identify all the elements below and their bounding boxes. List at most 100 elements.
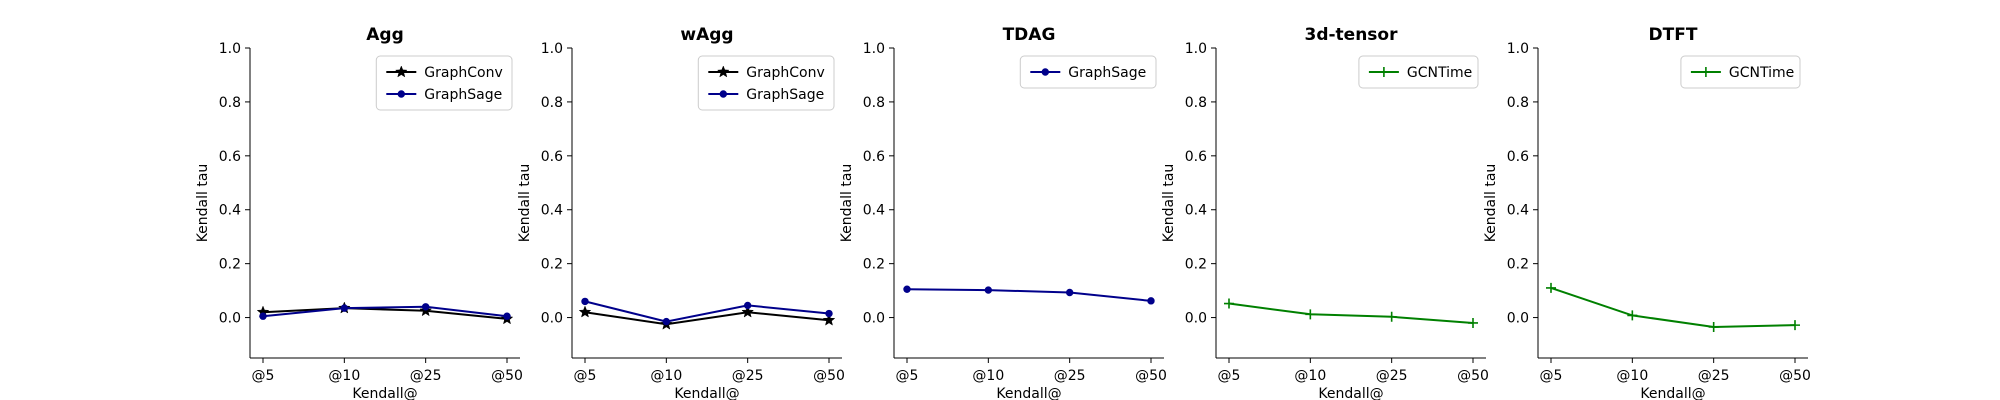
series-line-gcntime <box>1550 286 1796 329</box>
series-line-graphconv <box>584 311 830 326</box>
x-tick-label: @5 <box>574 368 597 384</box>
chart-panel-4: 3d-tensor 0.0 0.2 0.4 0.6 0.8 1.0 @5 @10 @25 @50 Ke… <box>1161 25 1489 400</box>
legend-marker <box>1041 68 1050 76</box>
legend: GraphSage <box>1019 55 1157 89</box>
y-tick-label: 1.0 <box>541 41 563 57</box>
legend-label: GCNTime <box>1407 65 1472 81</box>
y-tick-label: 0.6 <box>541 149 563 165</box>
legend: GraphConv GraphSage <box>375 55 513 111</box>
data-point <box>984 286 993 294</box>
y-tick-label: 0.8 <box>863 95 885 111</box>
y-tick-label: 0.4 <box>863 203 885 219</box>
x-axis-label: Kendall@ <box>996 386 1061 400</box>
x-tick-label: @50 <box>1457 368 1489 384</box>
data-point <box>503 312 511 320</box>
x-tick-label: @10 <box>1294 368 1326 384</box>
chart-panel-3: TDAG 0.0 0.2 0.4 0.6 0.8 1.0 @5 @10 @25 @50 Kendall… <box>839 25 1167 400</box>
chart-title: TDAG <box>1003 25 1056 45</box>
x-tick-label: @50 <box>1135 368 1167 384</box>
legend-label: GraphSage <box>1068 65 1146 81</box>
legend-marker <box>1700 67 1711 77</box>
series-line-graphsage <box>262 305 508 318</box>
legend-label: GCNTime <box>1729 65 1794 81</box>
y-tick-label: 0.8 <box>541 95 563 111</box>
y-tick-label: 0.2 <box>1507 257 1529 273</box>
y-tick-label: 1.0 <box>1507 41 1529 57</box>
series-line-gcntime <box>1228 302 1474 324</box>
chart-title: 3d-tensor <box>1305 25 1399 45</box>
y-tick-label: 0.0 <box>1185 311 1207 327</box>
x-tick-label: @25 <box>1376 368 1408 384</box>
y-tick-label: 0.2 <box>541 257 563 273</box>
y-tick-label: 0.2 <box>219 257 241 273</box>
y-tick-label: 0.0 <box>219 311 241 327</box>
x-tick-label: @50 <box>491 368 523 384</box>
data-point <box>1305 309 1316 320</box>
legend: GCNTime <box>1680 55 1801 89</box>
chart-panel-5: DTFT 0.0 0.2 0.4 0.6 0.8 1.0 @5 @10 @25 @50 Kendall… <box>1483 25 1811 400</box>
y-axis-label: Kendall tau <box>517 164 533 243</box>
y-tick-label: 0.6 <box>1507 149 1529 165</box>
y-tick-label: 0.0 <box>863 311 885 327</box>
data-point <box>741 305 755 318</box>
legend-box <box>1680 55 1801 89</box>
chart-title: wAgg <box>680 25 733 45</box>
series-line-graphsage <box>584 300 830 323</box>
chart-title: Agg <box>366 25 404 45</box>
legend-label: GraphSage <box>746 87 824 103</box>
data-point <box>825 309 833 318</box>
data-point <box>1546 282 1556 293</box>
legend-box <box>697 55 835 111</box>
x-axis-label: Kendall@ <box>352 386 417 400</box>
data-point <box>1708 322 1719 332</box>
data-point <box>1065 288 1074 297</box>
legend-box <box>375 55 513 111</box>
data-point <box>421 303 430 311</box>
chart-panel-2: wAgg 0.0 0.2 0.4 0.6 0.8 1.0 @5 @10 @25 @50 Kendall… <box>517 25 845 400</box>
y-axis-label: Kendall tau <box>195 164 211 243</box>
x-tick-label: @50 <box>813 368 845 384</box>
x-tick-label: @5 <box>896 368 919 384</box>
legend-box <box>1358 55 1479 89</box>
x-tick-label: @5 <box>252 368 275 384</box>
legend: GraphConv GraphSage <box>697 55 835 111</box>
x-tick-label: @25 <box>1054 368 1086 384</box>
x-tick-label: @10 <box>1616 368 1648 384</box>
data-point <box>743 301 752 310</box>
y-tick-label: 0.2 <box>863 257 885 273</box>
data-point <box>1224 298 1234 309</box>
y-tick-label: 0.4 <box>219 203 241 219</box>
data-point <box>1386 311 1397 322</box>
y-axis-label: Kendall tau <box>839 164 855 243</box>
data-point <box>259 312 267 320</box>
y-tick-label: 1.0 <box>219 41 241 57</box>
chart-panel-1: Agg 0.0 0.2 0.4 0.6 0.8 1.0 @5 @10 @25 @50 Kendall@… <box>195 25 523 400</box>
x-tick-label: @25 <box>732 368 764 384</box>
legend-marker <box>1378 67 1389 77</box>
y-tick-label: 0.6 <box>1185 149 1207 165</box>
data-point <box>581 297 589 306</box>
x-tick-label: @25 <box>410 368 442 384</box>
x-tick-label: @5 <box>1218 368 1241 384</box>
data-point <box>1627 310 1638 321</box>
y-axis-label: Kendall tau <box>1161 164 1177 243</box>
data-point <box>662 317 671 326</box>
x-axis-label: Kendall@ <box>1640 386 1705 400</box>
x-tick-label: @10 <box>328 368 360 384</box>
y-tick-label: 0.8 <box>1185 95 1207 111</box>
y-tick-label: 0.8 <box>1507 95 1529 111</box>
legend-label: GraphSage <box>424 87 502 103</box>
data-point <box>903 285 911 293</box>
y-tick-label: 0.4 <box>1185 203 1207 219</box>
y-tick-label: 0.6 <box>863 149 885 165</box>
data-point <box>1147 297 1155 305</box>
y-tick-label: 0.4 <box>1507 203 1529 219</box>
x-tick-label: @10 <box>650 368 682 384</box>
x-axis-label: Kendall@ <box>674 386 739 400</box>
y-tick-label: 0.8 <box>219 95 241 111</box>
series-line-graphsage <box>906 288 1152 302</box>
x-tick-label: @5 <box>1540 368 1563 384</box>
y-tick-label: 0.0 <box>541 311 563 327</box>
x-tick-label: @25 <box>1698 368 1730 384</box>
